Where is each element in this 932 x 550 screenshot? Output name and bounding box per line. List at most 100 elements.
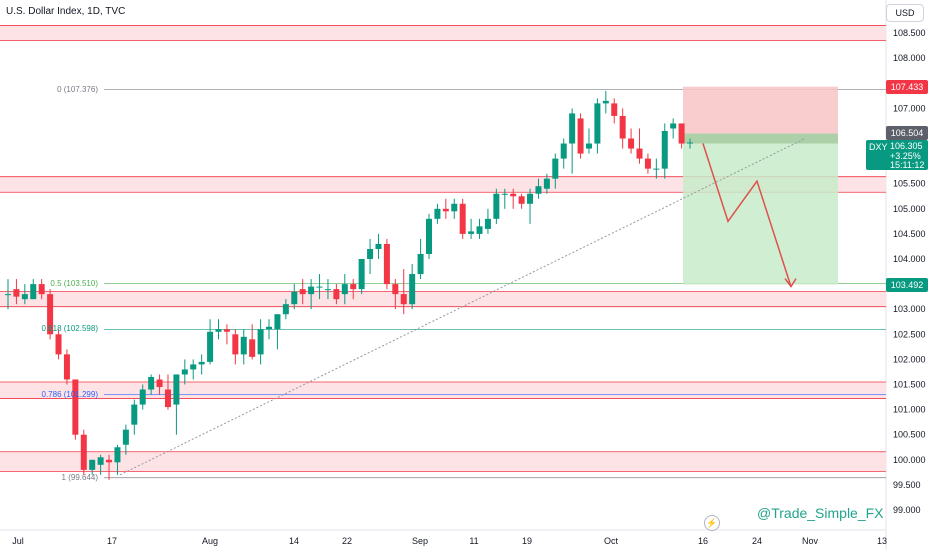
candle-body-52 — [442, 208, 449, 212]
x-tick-7: 19 — [522, 536, 532, 546]
candle-body-60 — [510, 193, 517, 197]
candle-body-66 — [560, 143, 567, 159]
candle-body-51 — [434, 208, 441, 219]
y-tick-12: 102.500 — [893, 329, 926, 339]
candle-body-2 — [21, 294, 28, 300]
candle-body-55 — [468, 231, 475, 234]
candle-body-63 — [535, 186, 542, 194]
candle-body-45 — [383, 243, 390, 285]
candle-body-76 — [644, 158, 651, 169]
sr-zone-2 — [0, 291, 886, 307]
y-tick-11: 103.000 — [893, 304, 926, 314]
take-profit-price-tag: 103.492 — [886, 277, 928, 292]
x-tick-1: 17 — [107, 536, 117, 546]
x-tick-10: 24 — [752, 536, 762, 546]
fib-label-0-5: 0.5 (103.510) — [50, 278, 98, 288]
y-tick-13: 102.000 — [893, 354, 926, 364]
candle-body-11 — [97, 457, 104, 465]
candle-body-30 — [257, 329, 264, 355]
candle-body-43 — [367, 248, 374, 259]
candle-body-61 — [518, 196, 525, 204]
candle-body-37 — [316, 286, 323, 288]
candle-body-33 — [282, 304, 289, 315]
candle-body-10 — [89, 459, 96, 470]
y-tick-18: 99.500 — [893, 480, 921, 490]
candle-body-29 — [249, 339, 256, 357]
candle-body-19 — [164, 389, 171, 408]
candle-body-57 — [484, 218, 491, 229]
candle-body-74 — [628, 138, 635, 149]
y-tick-0: 108.500 — [893, 28, 926, 38]
candle-body-69 — [585, 143, 592, 149]
entry-band — [683, 133, 838, 144]
price-change: +3.25% — [890, 151, 921, 161]
x-tick-2: Aug — [202, 536, 218, 546]
candle-body-27 — [232, 334, 239, 355]
candle-body-16 — [139, 389, 146, 405]
candle-body-24 — [207, 331, 214, 362]
stop-loss-price-tag: 107.433 — [886, 79, 928, 94]
candle-body-72 — [611, 103, 618, 116]
candle-body-75 — [636, 148, 643, 159]
x-tick-0: Jul — [12, 536, 24, 546]
bar-countdown: 15:11:12 — [890, 160, 925, 170]
candle-body-5 — [47, 294, 54, 335]
fib-label-1: 1 (99.644) — [61, 472, 98, 482]
candle-body-70 — [594, 103, 601, 144]
previous-close-price-tag: 106.504 — [886, 126, 928, 141]
candle-body-38 — [324, 289, 331, 291]
candle-body-15 — [131, 404, 138, 425]
y-tick-3: 107.000 — [893, 103, 926, 113]
candle-body-1 — [13, 289, 20, 297]
candle-body-77 — [653, 168, 660, 170]
candle-body-81 — [687, 142, 694, 144]
candle-body-36 — [308, 286, 315, 295]
candle-body-47 — [400, 294, 407, 305]
x-tick-3: 14 — [289, 536, 299, 546]
candle-body-6 — [55, 334, 62, 355]
author-watermark: @Trade_Simple_FX — [757, 505, 884, 521]
candle-body-31 — [266, 326, 273, 330]
candle-body-39 — [333, 289, 340, 300]
candle-body-34 — [291, 291, 298, 305]
last-price-value: 106.305 — [890, 141, 923, 151]
currency-selector[interactable]: USD — [886, 4, 924, 22]
trendline — [119, 138, 806, 476]
candle-body-53 — [451, 203, 458, 212]
candle-body-80 — [678, 123, 685, 144]
candle-body-17 — [148, 376, 155, 390]
x-tick-8: Oct — [604, 536, 619, 546]
x-tick-11: Nov — [802, 536, 819, 546]
candle-body-3 — [30, 284, 37, 300]
candle-body-44 — [375, 243, 382, 249]
candle-body-28 — [240, 336, 247, 355]
y-tick-15: 101.000 — [893, 405, 926, 415]
candle-body-4 — [38, 284, 45, 295]
candle-body-79 — [670, 123, 677, 129]
candle-body-56 — [476, 226, 483, 234]
y-tick-16: 100.500 — [893, 430, 926, 440]
x-tick-4: 22 — [342, 536, 352, 546]
chart-title: U.S. Dollar Index, 1D, TVC — [6, 6, 126, 17]
last-price-badge: DXY 106.305 +3.25% 15:11:12 — [866, 140, 928, 170]
candle-body-65 — [552, 158, 559, 179]
fib-label-0-618: 0.618 (102.598) — [41, 324, 99, 334]
sr-zone-1 — [0, 176, 886, 193]
y-tick-14: 101.500 — [893, 380, 926, 390]
candle-body-12 — [106, 459, 113, 463]
y-tick-19: 99.000 — [893, 505, 921, 515]
sr-zone-0 — [0, 25, 886, 41]
candle-body-68 — [577, 118, 584, 154]
candle-body-67 — [569, 113, 576, 144]
candle-body-22 — [190, 364, 197, 370]
candle-body-26 — [223, 329, 230, 332]
tradingview-logo-icon: ⚡ — [704, 515, 720, 531]
candle-body-41 — [350, 284, 357, 290]
x-tick-9: 16 — [698, 536, 708, 546]
candle-body-20 — [173, 374, 180, 405]
sr-zone-3 — [0, 381, 886, 399]
fib-label-0-786: 0.786 (101.299) — [41, 389, 99, 399]
x-tick-6: 11 — [469, 536, 478, 546]
candle-body-25 — [215, 329, 222, 332]
